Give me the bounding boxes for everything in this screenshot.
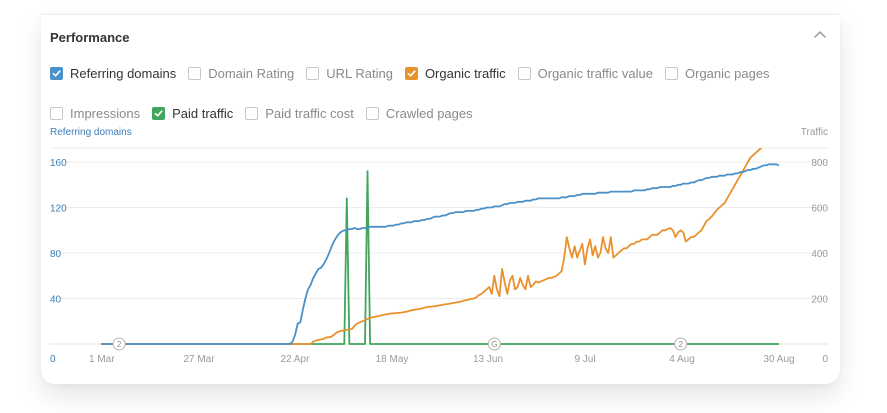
series-line-referring-domains[interactable] [101, 163, 780, 345]
option-label: Paid traffic cost [265, 105, 354, 121]
right-tick-label: 800 [811, 158, 828, 169]
option-domain-rating[interactable]: Domain Rating [188, 65, 295, 81]
option-label: Organic traffic [424, 65, 506, 81]
checkbox-referring-domains[interactable] [50, 66, 63, 80]
left-tick-label: 120 [50, 204, 67, 215]
option-label: Domain Rating [208, 65, 295, 81]
x-tick-label: 18 May [376, 354, 409, 365]
right-tick-label: 400 [811, 249, 828, 260]
annotation-marker[interactable]: 2 [674, 337, 688, 351]
right-tick-label: 200 [811, 295, 828, 306]
option-organic-traffic-value[interactable]: Organic traffic value [517, 65, 653, 81]
checkbox-url-rating[interactable] [306, 66, 320, 80]
option-label: Organic pages [685, 65, 770, 81]
option-paid-traffic-cost[interactable]: Paid traffic cost [245, 105, 354, 121]
x-tick-label: 30 Aug [763, 354, 794, 365]
left-tick-label: 80 [50, 249, 62, 260]
option-organic-pages[interactable]: Organic pages [665, 65, 770, 81]
checkbox-organic-traffic[interactable] [404, 66, 418, 80]
checkmark-icon [154, 109, 163, 117]
annotation-marker[interactable]: G [487, 337, 501, 351]
x-tick-label: 27 Mar [183, 354, 215, 365]
right-axis-title: Traffic [800, 127, 828, 138]
option-label: Referring domains [70, 65, 177, 81]
x-tick-label: 1 Mar [89, 354, 115, 365]
checkbox-paid-traffic[interactable] [152, 106, 166, 120]
checkbox-domain-rating[interactable] [188, 66, 202, 80]
annotation-label: 2 [117, 340, 122, 349]
checkbox-crawled-pages[interactable] [365, 106, 379, 120]
checkbox-paid-traffic-cost[interactable] [245, 106, 259, 120]
annotation-label: G [491, 340, 497, 349]
option-label: URL Rating [326, 65, 393, 81]
x-tick-label: 9 Jul [574, 354, 595, 365]
right-tick-label: 0 [822, 354, 828, 365]
panel-top-divider [41, 14, 840, 15]
series-line-paid-traffic[interactable] [101, 170, 779, 345]
option-label: Paid traffic [172, 105, 234, 121]
x-tick-label: 22 Apr [281, 354, 311, 365]
option-paid-traffic[interactable]: Paid traffic [152, 105, 234, 121]
panel-title: Performance [50, 30, 130, 45]
option-url-rating[interactable]: URL Rating [306, 65, 393, 81]
checkbox-organic-traffic-value[interactable] [517, 66, 531, 80]
option-referring-domains[interactable]: Referring domains [50, 65, 177, 81]
option-label: Crawled pages [385, 105, 473, 121]
checkmark-icon [52, 69, 61, 77]
left-axis-title: Referring domains [50, 127, 132, 138]
annotation-label: 2 [678, 340, 683, 349]
option-impressions[interactable]: Impressions [50, 105, 141, 121]
option-organic-traffic[interactable]: Organic traffic [404, 65, 506, 81]
metric-options: Referring domains Domain Rating URL Rating… [50, 65, 830, 121]
chevron-up-icon[interactable] [812, 27, 828, 43]
x-tick-label: 4 Aug [669, 354, 695, 365]
annotation-marker[interactable]: 2 [112, 337, 126, 351]
option-label: Organic traffic value [537, 65, 653, 81]
left-tick-label: 160 [50, 158, 67, 169]
left-tick-label: 40 [50, 295, 62, 306]
checkmark-icon [407, 69, 416, 77]
performance-chart: 0 40 80 120 160 0 200 400 600 800 1 Mar 27 Mar 22 Ap… [50, 114, 828, 365]
option-crawled-pages[interactable]: Crawled pages [365, 105, 473, 121]
option-label: Impressions [70, 105, 141, 121]
left-tick-label: 0 [50, 354, 56, 365]
series-line-organic-traffic[interactable] [101, 114, 779, 345]
right-tick-label: 600 [811, 204, 828, 215]
checkbox-organic-pages[interactable] [665, 66, 678, 80]
performance-panel: Performance Referring domains Domain Rati… [41, 14, 840, 384]
checkbox-impressions[interactable] [50, 106, 63, 120]
x-tick-label: 13 Jun [473, 354, 503, 365]
